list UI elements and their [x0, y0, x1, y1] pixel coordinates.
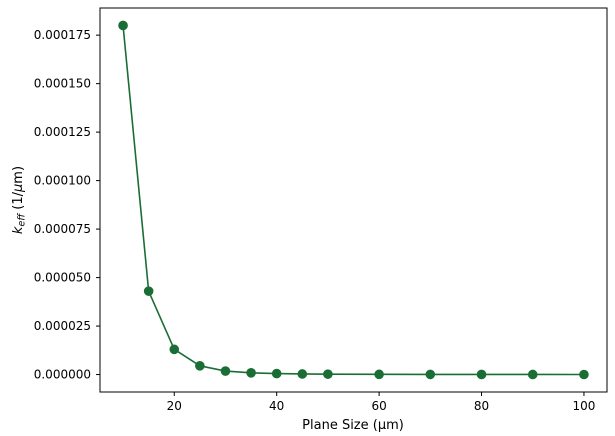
data-point-marker [246, 368, 256, 378]
y-tick-label: 0.000050 [34, 271, 91, 285]
x-tick-label: 40 [269, 399, 284, 413]
data-point-marker [323, 369, 333, 379]
data-point-marker [374, 369, 384, 380]
data-point-marker [297, 369, 308, 379]
data-point-marker [425, 369, 436, 380]
data-point-marker [143, 286, 154, 296]
data-point-marker [195, 361, 205, 371]
y-tick-label: 0.000100 [34, 174, 91, 188]
data-point-marker [476, 369, 487, 380]
data-point-marker [118, 20, 128, 31]
axes-spines [99, 7, 608, 393]
y-tick-label: 0.000125 [34, 125, 91, 139]
data-line [122, 25, 584, 376]
x-tick-label: 80 [474, 399, 489, 413]
x-tick-label: 100 [573, 399, 596, 413]
y-tick-label: 0.000175 [34, 28, 91, 42]
data-point-marker [271, 368, 282, 379]
data-point-marker [169, 344, 180, 355]
data-point-marker [220, 366, 231, 376]
plot-area: 20 40 60 80 100 0.000000 0.000025 0.000050 0.000… [34, 7, 608, 413]
data-point-marker [527, 369, 538, 380]
y-tick-label: 0.000000 [34, 368, 91, 382]
y-axis-label: keff (1/μm) [11, 166, 28, 234]
x-tick-label: 60 [371, 399, 386, 413]
data-point-marker [579, 369, 589, 380]
x-tick-label: 20 [167, 399, 182, 413]
y-tick-label: 0.000025 [34, 319, 91, 333]
x-axis-label: Plane Size (μm) [302, 418, 404, 433]
y-tick-label: 0.000150 [34, 77, 91, 91]
y-tick-label: 0.000075 [34, 222, 91, 236]
